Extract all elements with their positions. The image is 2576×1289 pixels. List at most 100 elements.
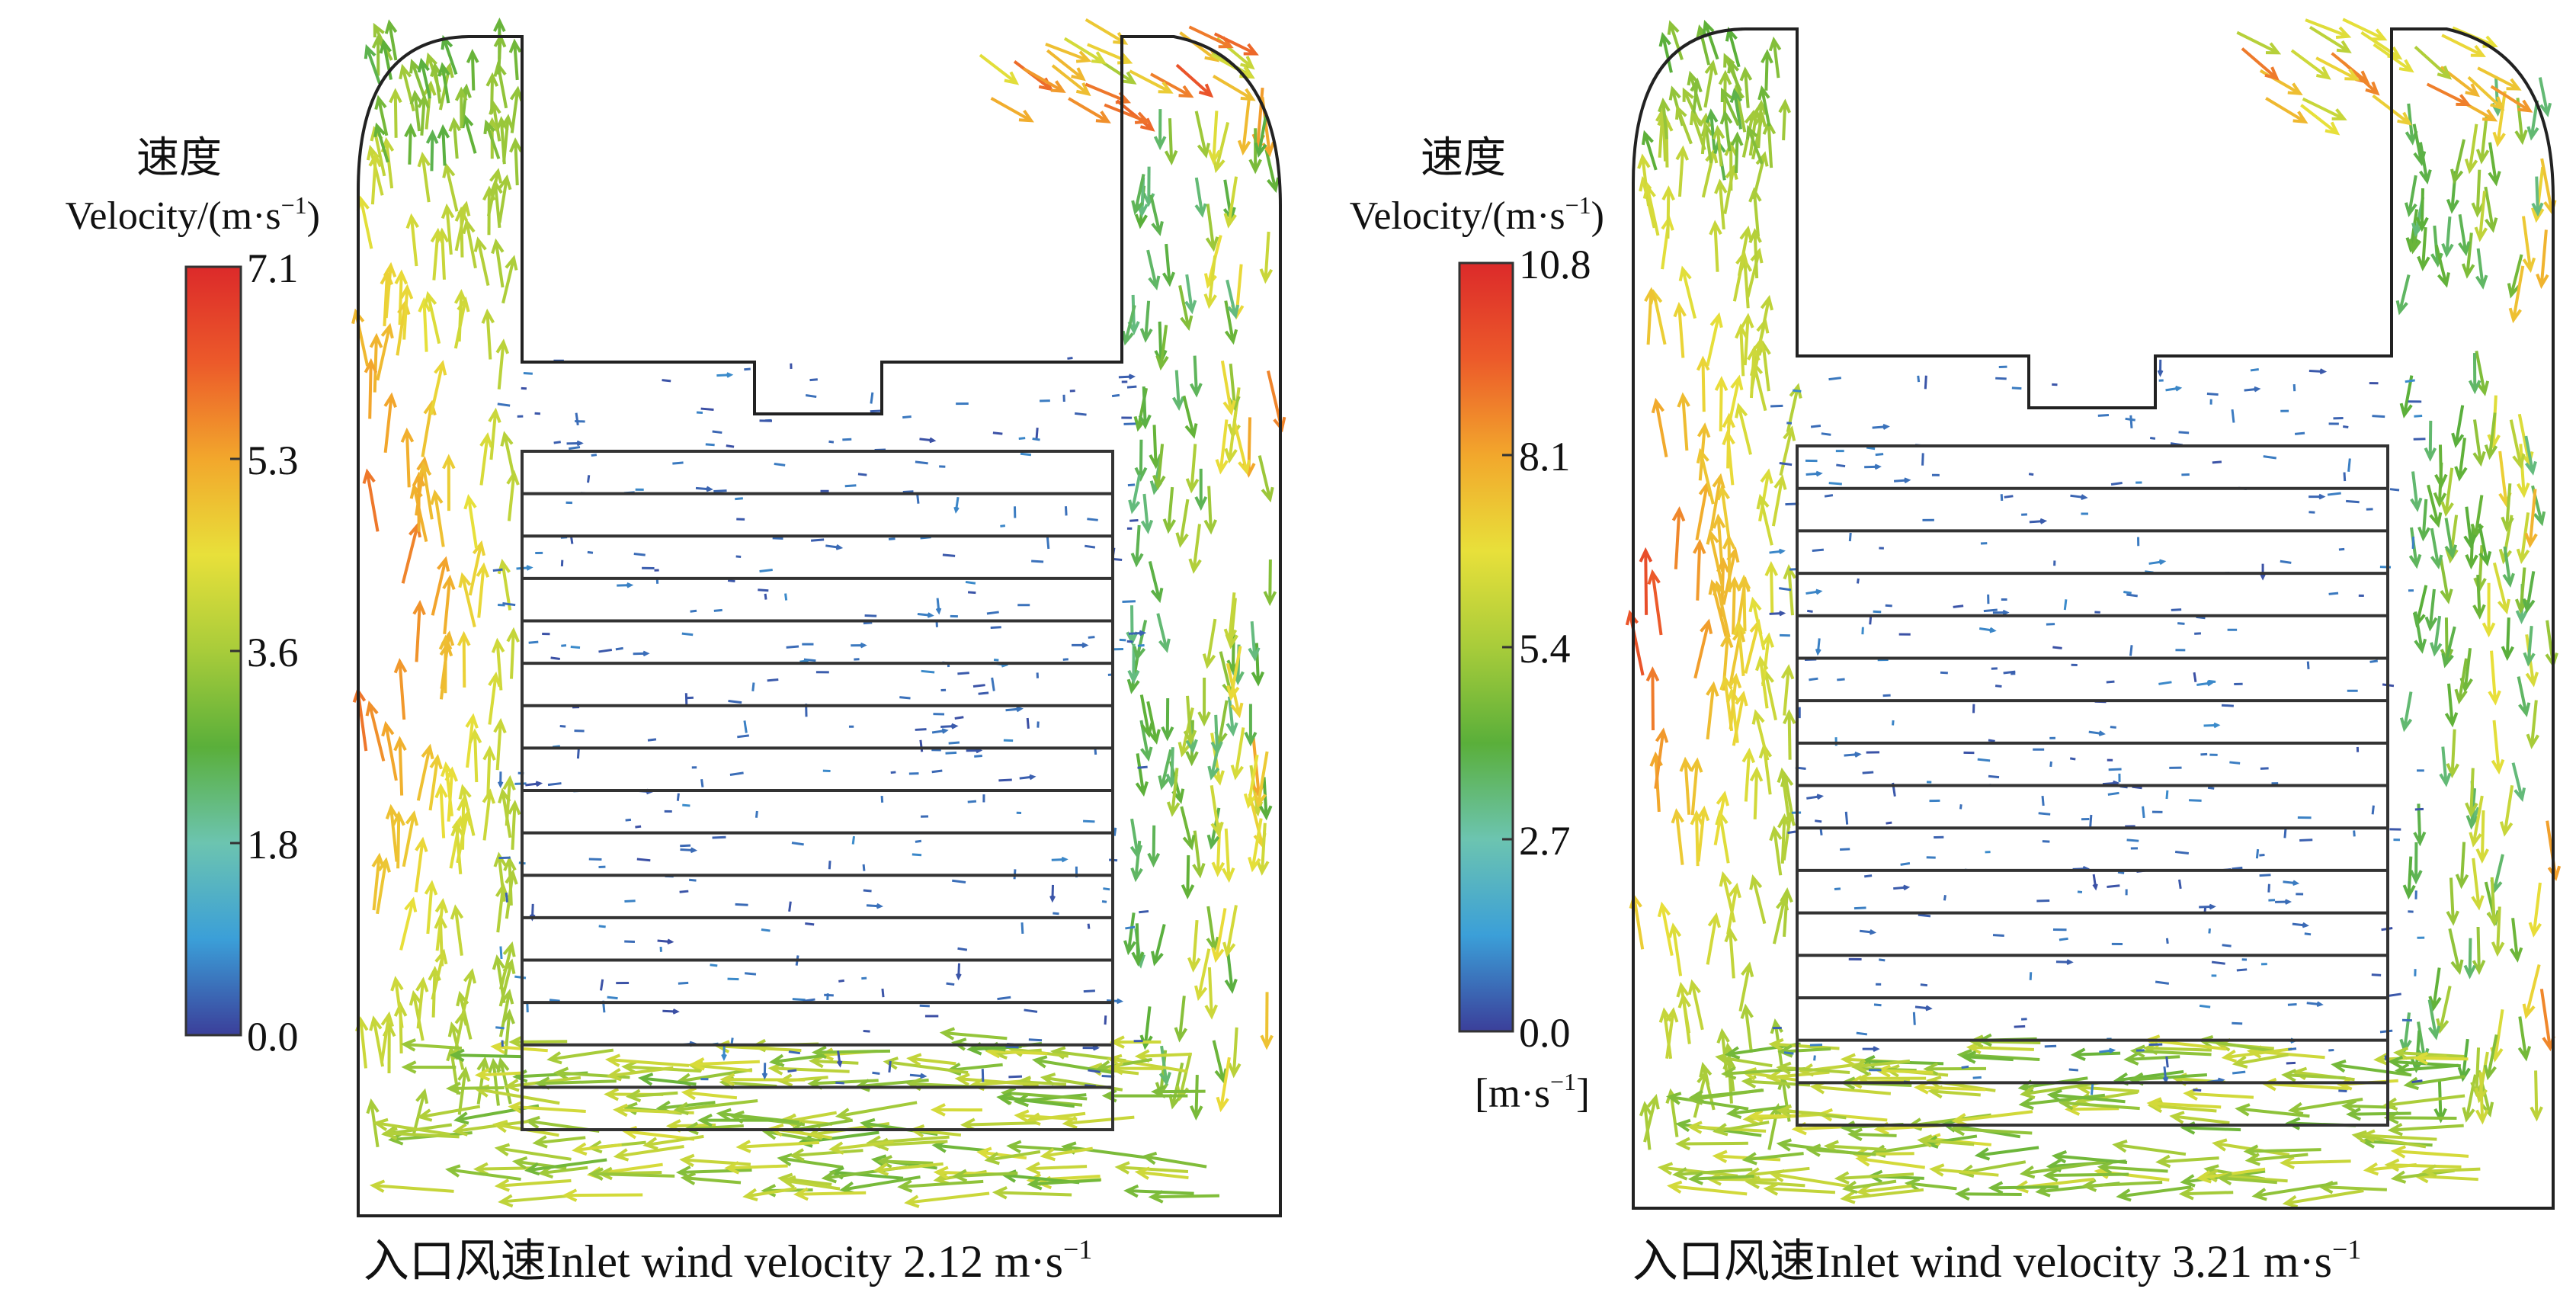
velocity-vector-head bbox=[476, 562, 490, 578]
velocity-vector bbox=[828, 861, 831, 870]
velocity-vector-head bbox=[1873, 1046, 1880, 1053]
velocity-vector-head bbox=[2465, 83, 2481, 98]
velocity-vector-head bbox=[2212, 1138, 2228, 1152]
velocity-vector bbox=[2142, 806, 2145, 819]
velocity-vector bbox=[1191, 920, 1199, 970]
velocity-vector-head bbox=[1180, 315, 1193, 332]
velocity-vector bbox=[957, 947, 968, 951]
velocity-vector-head bbox=[1716, 485, 1730, 501]
velocity-vector-head bbox=[1724, 1046, 1741, 1060]
velocity-vector bbox=[405, 431, 411, 488]
velocity-vector-head bbox=[1748, 596, 1762, 613]
velocity-vector bbox=[1074, 412, 1087, 416]
velocity-vector-head bbox=[1139, 630, 1147, 636]
velocity-vector-head bbox=[2533, 511, 2546, 527]
velocity-vector bbox=[1940, 671, 1948, 675]
velocity-vector-head bbox=[1730, 374, 1744, 391]
velocity-vector bbox=[376, 98, 389, 136]
velocity-vector-head bbox=[2157, 370, 2164, 377]
velocity-vector bbox=[948, 741, 960, 745]
velocity-vector bbox=[2212, 460, 2222, 464]
velocity-vector-head bbox=[366, 1098, 380, 1114]
velocity-vector bbox=[1787, 712, 1792, 760]
velocity-vector-head bbox=[952, 1169, 968, 1183]
velocity-vector bbox=[2490, 85, 2531, 113]
velocity-vector bbox=[2428, 588, 2436, 629]
velocity-vector-head bbox=[2302, 922, 2309, 928]
velocity-vector bbox=[2300, 104, 2338, 135]
velocity-vector bbox=[365, 471, 380, 532]
velocity-vector-head bbox=[1675, 104, 1687, 120]
velocity-vector bbox=[1122, 600, 1136, 603]
velocity-vector bbox=[988, 1050, 1048, 1056]
velocity-vector-head bbox=[1181, 883, 1195, 899]
velocity-vector-head bbox=[1075, 82, 1091, 97]
velocity-vector-head bbox=[2335, 26, 2352, 39]
velocity-vector-head bbox=[1706, 681, 1719, 697]
velocity-vector bbox=[2206, 393, 2219, 396]
velocity-vector bbox=[2049, 761, 2052, 768]
velocity-vector bbox=[995, 1191, 1072, 1197]
velocity-vector-head bbox=[2474, 226, 2488, 242]
velocity-vector-head bbox=[1148, 275, 1161, 290]
velocity-vector bbox=[473, 732, 479, 783]
velocity-vector-head bbox=[2070, 1047, 2086, 1061]
velocity-vector bbox=[1732, 91, 1743, 130]
velocity-vector-head bbox=[2485, 217, 2498, 233]
velocity-vector bbox=[426, 293, 441, 345]
velocity-vector-head bbox=[2399, 402, 2413, 418]
velocity-vector bbox=[1757, 298, 1771, 346]
velocity-vector-head bbox=[2417, 255, 2430, 271]
velocity-vector-head bbox=[1263, 591, 1277, 607]
velocity-vector-head bbox=[1151, 221, 1164, 236]
velocity-vector-head bbox=[2446, 198, 2459, 214]
velocity-vector-head bbox=[1227, 1063, 1242, 1079]
velocity-vector bbox=[1723, 678, 1734, 732]
velocity-vector bbox=[2267, 883, 2270, 893]
velocity-vector-head bbox=[450, 904, 464, 920]
velocity-vector bbox=[1125, 925, 1136, 930]
velocity-vector bbox=[2090, 1083, 2094, 1095]
velocity-vector-head bbox=[1130, 867, 1143, 883]
velocity-vector-head bbox=[2471, 202, 2485, 218]
velocity-vector-head bbox=[373, 1117, 389, 1132]
velocity-vector bbox=[1219, 419, 1229, 472]
velocity-vector bbox=[685, 696, 694, 700]
velocity-vector-head bbox=[1243, 43, 1259, 56]
velocity-vector bbox=[1160, 749, 1173, 787]
velocity-vector bbox=[2394, 1150, 2469, 1158]
velocity-vector-head bbox=[2444, 712, 2459, 728]
velocity-vector-head bbox=[1724, 927, 1738, 943]
velocity-vector-head bbox=[1673, 302, 1687, 318]
velocity-vector-head bbox=[511, 1156, 528, 1170]
velocity-vector-head bbox=[1988, 1181, 2004, 1194]
velocity-vector bbox=[780, 1156, 844, 1169]
velocity-vector-head bbox=[1204, 48, 1220, 63]
velocity-vector bbox=[862, 864, 866, 871]
velocity-vector bbox=[2283, 1159, 2351, 1165]
velocity-vector-head bbox=[1081, 642, 1089, 649]
velocity-vector-head bbox=[2437, 66, 2453, 80]
velocity-vector-head bbox=[777, 1153, 793, 1167]
velocity-vector bbox=[1828, 377, 1841, 381]
velocity-vector bbox=[2396, 1051, 2465, 1059]
velocity-vector-head bbox=[1254, 142, 1267, 158]
velocity-vector-head bbox=[2481, 622, 2496, 638]
velocity-vector-head bbox=[409, 989, 423, 1006]
velocity-vector bbox=[1681, 395, 1689, 451]
velocity-vector bbox=[2003, 670, 2016, 675]
velocity-vector-head bbox=[2244, 1153, 2260, 1166]
velocity-vector bbox=[1858, 1157, 1925, 1169]
velocity-vector-head bbox=[1756, 493, 1770, 510]
velocity-vector bbox=[489, 411, 498, 460]
velocity-vector-head bbox=[399, 63, 412, 80]
velocity-vector bbox=[2222, 944, 2232, 948]
velocity-vector bbox=[888, 1060, 892, 1073]
velocity-vector bbox=[384, 723, 398, 781]
colorbar-unit: [m·s−1] bbox=[1475, 1068, 1590, 1116]
velocity-vector bbox=[2078, 1085, 2140, 1093]
velocity-vector bbox=[527, 1158, 607, 1172]
velocity-vector-head bbox=[385, 803, 399, 820]
velocity-vector bbox=[949, 1063, 1003, 1073]
velocity-vector bbox=[2178, 431, 2190, 434]
